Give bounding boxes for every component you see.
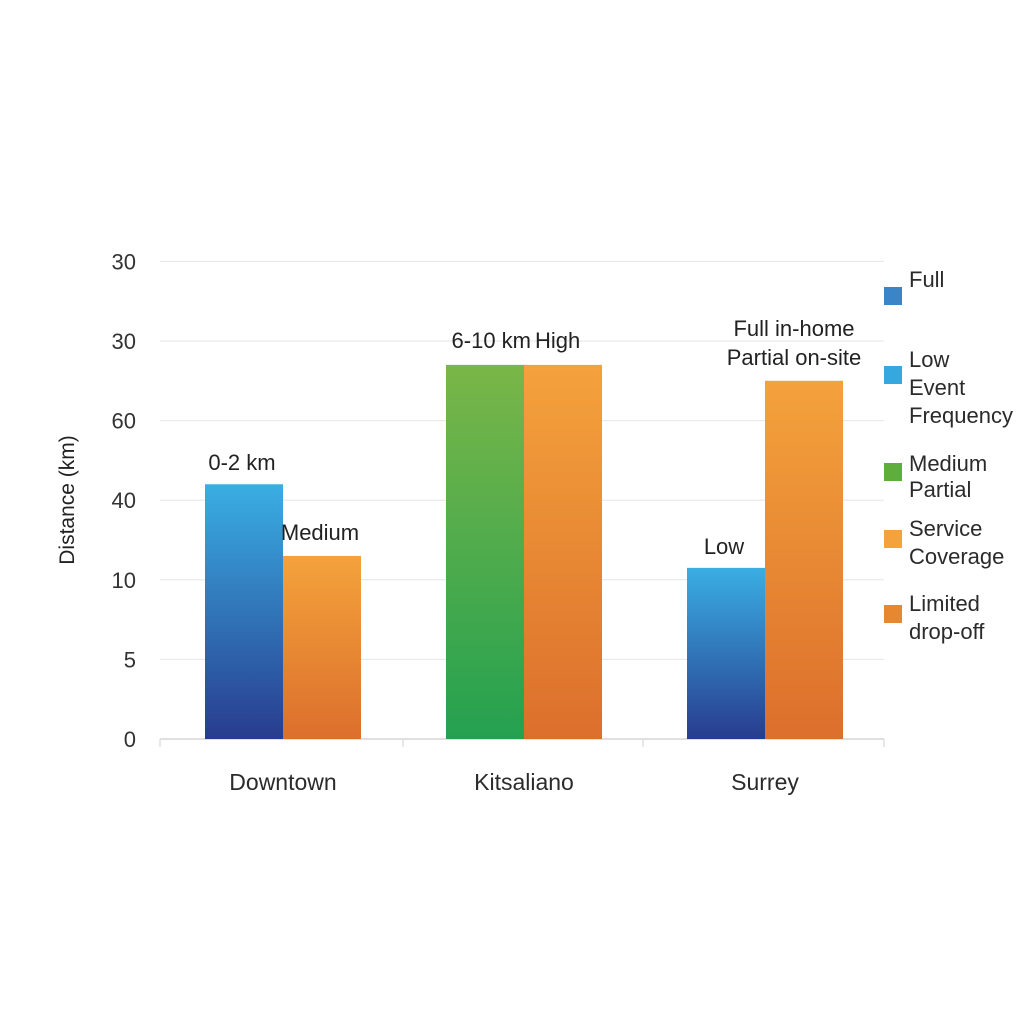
y-tick-label: 40 <box>112 488 136 513</box>
legend-swatch <box>884 530 902 548</box>
legend-entry: Full <box>909 267 944 292</box>
bar-surrey-1 <box>687 567 765 739</box>
data-label: Low <box>704 534 744 559</box>
y-tick-labels: 0 5 10 40 60 30 30 <box>112 249 136 752</box>
legend-swatch <box>884 463 902 481</box>
bar-kitsaliano-1 <box>446 364 524 739</box>
y-tick-label: 10 <box>112 568 136 593</box>
y-tick-label: 0 <box>124 727 136 752</box>
data-label: Medium <box>281 520 359 545</box>
bar-downtown-2 <box>283 555 361 739</box>
legend-swatch <box>884 287 902 305</box>
data-label: 0-2 km <box>208 450 275 475</box>
legend: Full Low Event Frequency Medium Partial Servic… <box>884 267 1013 644</box>
bar-downtown-1 <box>205 484 283 739</box>
bars: 0-2 km Medium 6-10 km High Low Full in-home Pa… <box>205 316 861 739</box>
x-axis: Downtown Kitsaliano Surrey <box>159 739 885 795</box>
legend-entry: Medium Partial <box>909 451 987 502</box>
data-label: High <box>535 328 580 353</box>
legend-entry: Low Event Frequency <box>909 347 1013 428</box>
x-tick-label: Surrey <box>731 769 799 795</box>
x-tick-label: Downtown <box>229 769 336 795</box>
data-label: Full in-home Partial on-site <box>727 316 862 370</box>
y-tick-label: 5 <box>124 647 136 672</box>
y-tick-label: 60 <box>112 409 136 434</box>
legend-entry: Service Coverage <box>909 516 1004 569</box>
bar-surrey-2 <box>765 380 843 739</box>
y-axis-title: Distance (km) <box>56 435 79 565</box>
y-tick-label: 30 <box>112 329 136 354</box>
data-label: 6-10 km <box>452 328 531 353</box>
bar-kitsaliano-2 <box>524 364 602 739</box>
legend-entry: Limited drop-off <box>909 591 985 644</box>
legend-swatch <box>884 605 902 623</box>
legend-swatch <box>884 366 902 384</box>
y-tick-label: 30 <box>112 249 136 274</box>
x-tick-label: Kitsaliano <box>474 769 574 795</box>
